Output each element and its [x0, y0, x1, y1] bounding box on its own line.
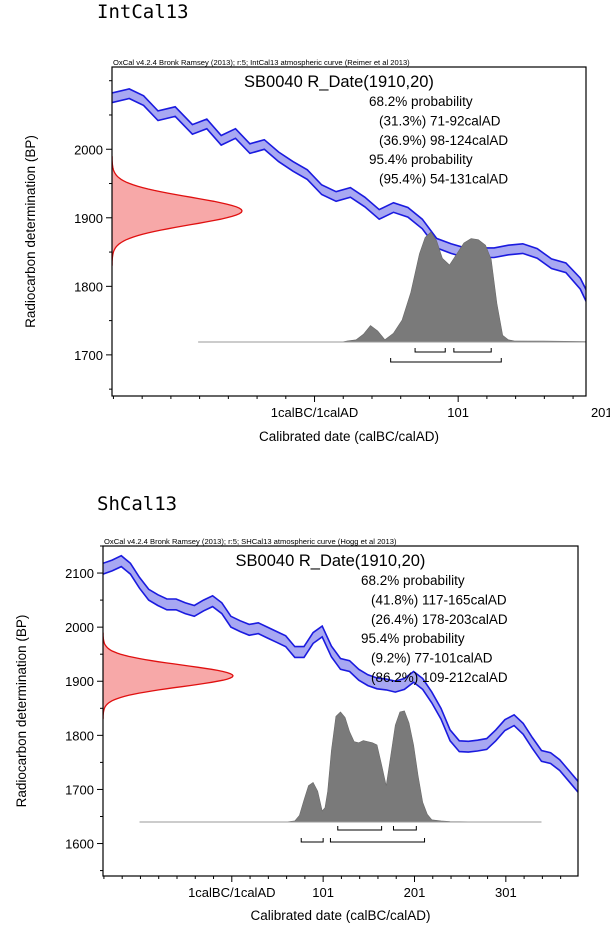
measurement-distribution-fill: [112, 156, 242, 266]
probability-line: (41.8%) 117-165calAD: [371, 592, 507, 607]
range-68-bracket-1: [453, 348, 492, 353]
chart-panel-0: IntCal13 OxCal v4.2.4 Bronk Ramsey (2013)…: [23, 1, 610, 444]
probability-line: (36.9%) 98-124calAD: [379, 133, 508, 148]
x-tick-label: 201: [404, 885, 426, 900]
calibration-curve-lower: [112, 97, 586, 303]
probability-line: (26.4%) 178-203calAD: [371, 612, 508, 627]
plot-frame: [102, 545, 579, 877]
calibration-curve-upper: [103, 554, 578, 782]
probability-line: (31.3%) 71-92calAD: [379, 113, 501, 128]
x-tick-label: 201: [591, 405, 610, 420]
plot-area: [112, 88, 586, 343]
section-title: ShCal13: [97, 493, 177, 515]
posterior-distribution: [139, 710, 542, 823]
probability-line: (95.4%) 54-131calAD: [379, 172, 508, 187]
chart-title: SB0040 R_Date(1910,20): [236, 552, 426, 570]
calibration-curve-lower: [103, 565, 578, 793]
chart-panel-1: ShCal13 OxCal v4.2.4 Bronk Ramsey (2013);…: [14, 493, 579, 923]
y-tick-label: 1900: [65, 674, 94, 689]
oxcal-header: OxCal v4.2.4 Bronk Ramsey (2013); r:5; S…: [104, 537, 397, 546]
plot-frame: [111, 66, 587, 397]
x-tick-label: 1calBC/1calAD: [271, 405, 358, 420]
y-tick-label: 1800: [74, 279, 103, 294]
range-95-bracket-0: [300, 838, 324, 843]
probability-line: 68.2% probability: [369, 94, 473, 109]
y-tick-label: 2000: [74, 142, 103, 157]
x-tick-label: 101: [312, 885, 334, 900]
probability-line: 95.4% probability: [369, 152, 473, 167]
y-tick-label: 1800: [65, 728, 94, 743]
probability-line: 68.2% probability: [361, 573, 465, 588]
probability-line: (86.2%) 109-212calAD: [371, 670, 508, 685]
measurement-distribution-fill: [103, 632, 233, 720]
range-68-bracket-0: [414, 348, 446, 353]
plot-area: [103, 554, 578, 823]
posterior-distribution: [198, 231, 586, 343]
x-tick-label: 301: [495, 885, 517, 900]
y-tick-label: 2100: [65, 566, 94, 581]
y-axis-label: Radiocarbon determination (BP): [14, 615, 29, 808]
x-axis-label: Calibrated date (calBC/calAD): [250, 908, 430, 923]
probability-line: (9.2%) 77-101calAD: [371, 651, 493, 666]
section-title: IntCal13: [97, 1, 189, 23]
measurement-distribution-line: [112, 156, 243, 266]
y-tick-label: 1600: [65, 837, 94, 852]
y-tick-label: 1700: [65, 782, 94, 797]
oxcal-header: OxCal v4.2.4 Bronk Ramsey (2013); r:5; I…: [113, 58, 410, 67]
range-68-bracket-1: [392, 826, 417, 831]
y-axis-label: Radiocarbon determination (BP): [23, 135, 38, 328]
chart-title: SB0040 R_Date(1910,20): [244, 73, 434, 91]
range-95-bracket-1: [329, 838, 426, 843]
range-95-bracket-0: [390, 358, 502, 363]
measurement-distribution-line: [103, 632, 234, 720]
probability-line: 95.4% probability: [361, 631, 465, 646]
x-tick-label: 1calBC/1calAD: [188, 885, 275, 900]
calibration-curve-band: [112, 88, 586, 302]
x-tick-label: 101: [447, 405, 469, 420]
range-68-bracket-0: [337, 826, 383, 831]
calibration-curve-upper: [112, 88, 586, 292]
y-tick-label: 1900: [74, 211, 103, 226]
y-tick-label: 2000: [65, 620, 94, 635]
y-tick-label: 1700: [74, 348, 103, 363]
x-axis-label: Calibrated date (calBC/calAD): [259, 429, 439, 444]
